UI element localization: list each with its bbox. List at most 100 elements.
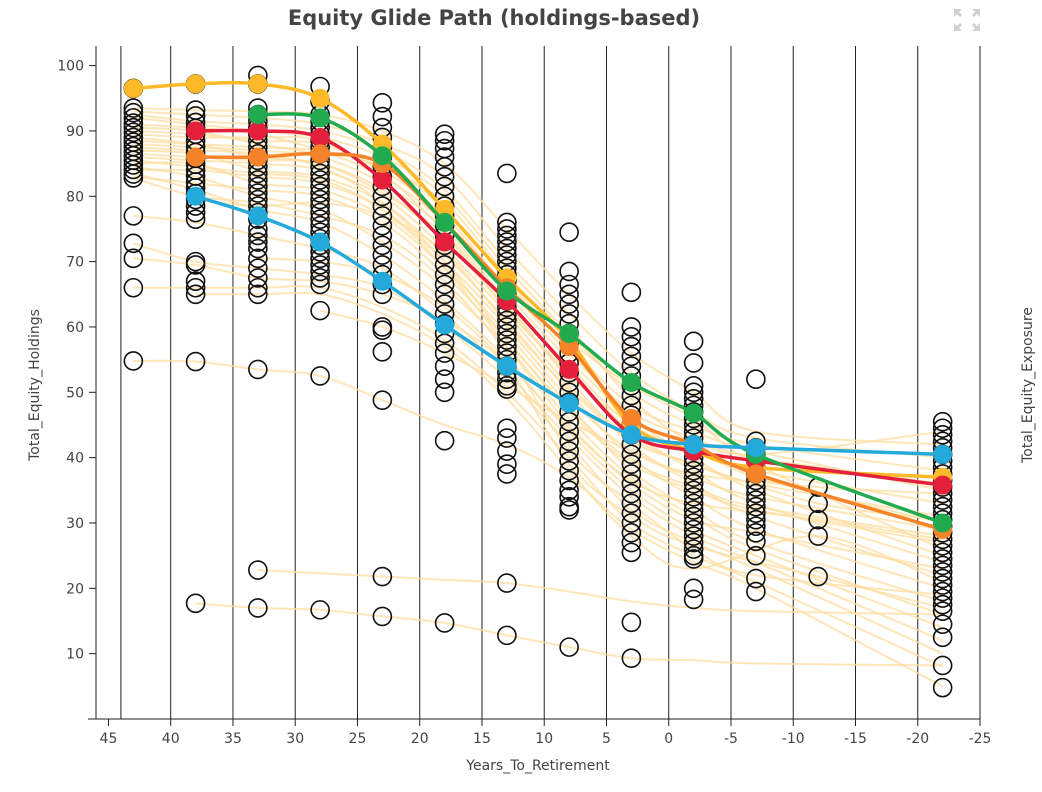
scatter-point [746, 483, 766, 504]
scatter-point [497, 323, 517, 344]
y2-axis-label: Total_Equity_Exposure [1020, 307, 1036, 464]
series-point [933, 513, 953, 533]
background-fund-line [133, 159, 943, 570]
scatter-point [123, 155, 144, 175]
series-point [435, 315, 455, 335]
scatter-point [185, 271, 206, 292]
series-point [435, 232, 455, 252]
scatter-point [746, 509, 766, 530]
scatter-point [497, 573, 517, 593]
scatter-point [434, 294, 455, 314]
scatter-point [123, 277, 144, 298]
scatter-point [746, 516, 766, 537]
y-tick-label: 30 [66, 516, 84, 532]
scatter-point [746, 568, 766, 589]
scatter-point [932, 677, 953, 698]
scatter-point [310, 268, 330, 288]
scatter-point [683, 460, 704, 481]
scatter-point [559, 274, 579, 295]
series-point [310, 232, 330, 252]
y-tick-label: 100 [57, 59, 84, 75]
scatter-point [310, 170, 330, 190]
background-fund-line [195, 602, 943, 667]
scatter-point [683, 549, 704, 569]
scatter-point [123, 108, 144, 128]
scatter-point [434, 130, 455, 151]
scatter-point [248, 170, 268, 190]
series-point [186, 74, 206, 94]
series-point [372, 146, 392, 166]
series-point [248, 105, 268, 125]
scatter-point [683, 467, 704, 488]
scatter-point [746, 522, 766, 543]
scatter-point [683, 589, 704, 610]
scatter-point [372, 606, 393, 627]
scatter-point [434, 157, 455, 177]
scatter-point [372, 390, 393, 410]
series-point [435, 212, 455, 232]
scatter-point [434, 124, 455, 145]
scatter-point [310, 183, 330, 203]
scatter-point [932, 418, 953, 439]
series-point [684, 403, 704, 423]
scatter-point [434, 147, 455, 167]
scatter-point [248, 225, 268, 246]
scatter-point [372, 320, 393, 341]
scatter-point [621, 522, 642, 543]
scatter-point [248, 248, 268, 269]
scatter-point [621, 513, 642, 533]
scatter-point [248, 560, 268, 580]
scatter-point [932, 601, 953, 621]
series-point [248, 121, 268, 141]
scatter-point [434, 166, 455, 187]
scatter-point [248, 183, 268, 203]
expand-button[interactable] [950, 5, 984, 35]
scatter-point [621, 503, 642, 523]
series-point [310, 88, 330, 108]
scatter-point [310, 163, 330, 184]
scatter-point [123, 164, 144, 184]
scatter-point [248, 238, 268, 259]
scatter-point [123, 113, 144, 133]
scatter-point [123, 206, 144, 226]
scatter-point [621, 346, 642, 367]
series-point [372, 170, 392, 190]
y-tick-label: 80 [66, 189, 84, 205]
x-tick-label: 0 [664, 731, 673, 747]
scatter-point [434, 255, 455, 275]
scatter-point [683, 382, 704, 403]
scatter-point [683, 353, 704, 373]
scatter-point [248, 284, 268, 305]
scatter-point [497, 428, 517, 448]
scatter-point [559, 304, 579, 324]
scatter-point [683, 493, 704, 514]
scatter-point [185, 351, 206, 372]
series-point [621, 425, 641, 445]
scatter-point [808, 509, 828, 530]
scatter-point [559, 261, 579, 282]
scatter-point [559, 421, 579, 442]
series-point [497, 356, 517, 376]
scatter-point [434, 613, 455, 633]
scatter-point [808, 526, 828, 546]
scatter-point [185, 255, 206, 275]
scatter-point [683, 519, 704, 540]
background-fund-line [133, 359, 944, 688]
scatter-point [559, 294, 579, 314]
scatter-point [497, 464, 517, 484]
scatter-point [621, 336, 642, 357]
series-point [559, 393, 579, 413]
scatter-point [248, 232, 268, 252]
x-tick-label: 40 [162, 731, 180, 747]
scatter-point [497, 418, 517, 439]
scatter-point [932, 627, 953, 648]
series-point [933, 475, 953, 495]
scatter-point [559, 451, 579, 471]
scatter-point [497, 336, 517, 357]
scatter-point [372, 215, 393, 236]
scatter-point [621, 444, 642, 465]
x-tick-label: 15 [473, 731, 491, 747]
scatter-point [372, 566, 393, 587]
